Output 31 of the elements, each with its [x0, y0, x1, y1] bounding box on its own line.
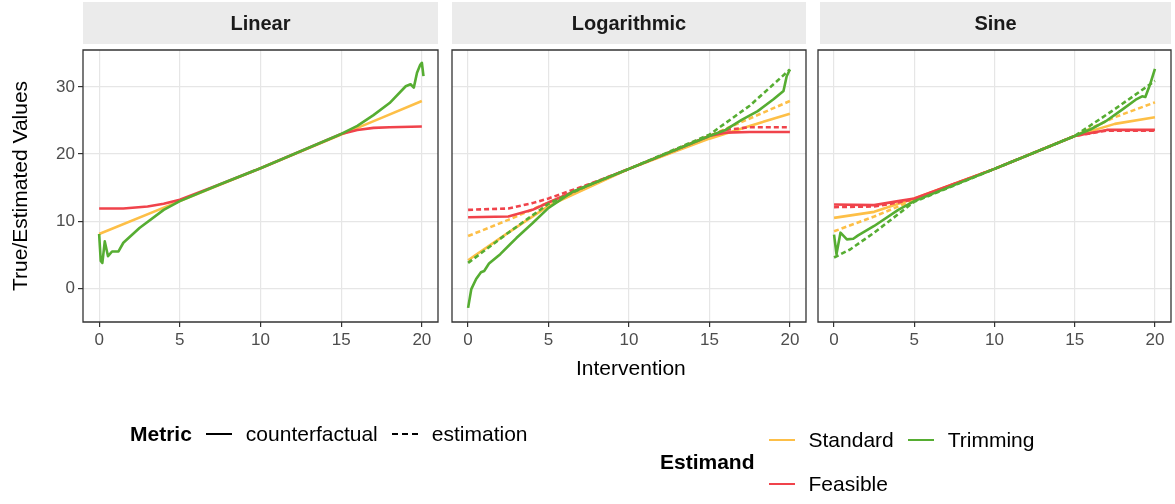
x-tick-label: 15 — [331, 329, 351, 349]
x-tick-label: 0 — [463, 329, 473, 349]
legend-label: Trimming — [947, 428, 1035, 452]
legend-label: Feasible — [808, 472, 888, 496]
y-tick-label: 0 — [65, 278, 75, 298]
x-tick-label: 0 — [829, 329, 839, 349]
chart-title: Linear — [83, 2, 438, 44]
x-tick-label: 10 — [619, 329, 639, 349]
chart-title: Logarithmic — [452, 2, 806, 44]
legend-label: counterfactual — [245, 422, 378, 446]
y-axis-title: True/Estimated Values — [8, 80, 32, 291]
y-tick-label: 30 — [56, 76, 75, 96]
chart-title: Sine — [820, 2, 1171, 44]
x-tick-label: 10 — [985, 329, 1004, 349]
x-tick-label: 5 — [175, 329, 185, 349]
legend-label: estimation — [431, 422, 528, 446]
x-tick-label: 15 — [699, 329, 719, 349]
x-tick-label: 15 — [1065, 329, 1085, 349]
x-tick-label: 20 — [1145, 329, 1165, 349]
legend-label: Standard — [808, 428, 894, 452]
x-axis-title: Intervention — [576, 356, 686, 380]
x-tick-label: 10 — [251, 329, 270, 349]
y-tick-label: 20 — [56, 143, 75, 163]
x-tick-label: 5 — [909, 329, 920, 349]
x-tick-label: 0 — [94, 329, 104, 349]
legend-title: Estimand — [660, 450, 755, 474]
legend-title: Metric — [130, 422, 192, 446]
y-tick-label: 10 — [56, 210, 75, 230]
x-tick-label: 20 — [412, 329, 432, 349]
x-tick-label: 20 — [780, 329, 800, 349]
x-tick-label: 5 — [543, 329, 554, 349]
